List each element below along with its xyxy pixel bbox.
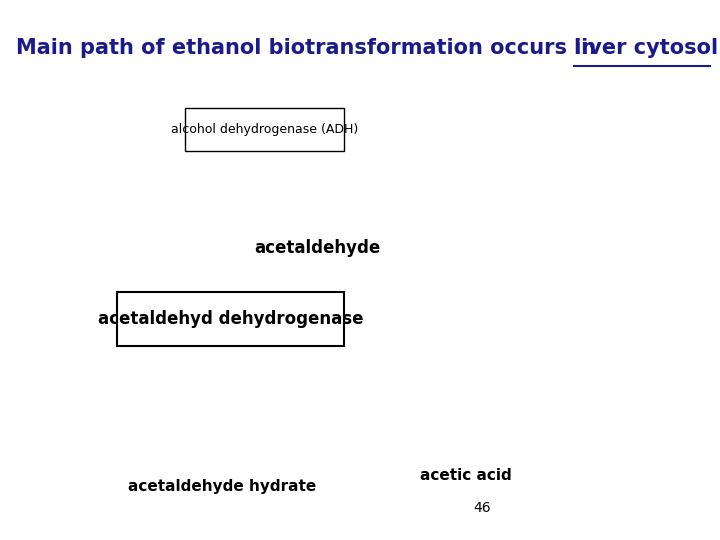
FancyBboxPatch shape <box>117 292 344 346</box>
Text: acetaldehyd dehydrogenase: acetaldehyd dehydrogenase <box>98 309 363 328</box>
Text: 46: 46 <box>473 501 491 515</box>
FancyBboxPatch shape <box>185 108 344 151</box>
Text: Main path of ethanol biotransformation occurs in: Main path of ethanol biotransformation o… <box>16 38 603 58</box>
Text: acetic acid: acetic acid <box>420 468 512 483</box>
Text: acetaldehyde: acetaldehyde <box>255 239 381 258</box>
Text: acetaldehyde hydrate: acetaldehyde hydrate <box>128 478 317 494</box>
Text: alcohol dehydrogenase (ADH): alcohol dehydrogenase (ADH) <box>171 123 359 136</box>
Text: liver cytosol: liver cytosol <box>574 38 718 58</box>
